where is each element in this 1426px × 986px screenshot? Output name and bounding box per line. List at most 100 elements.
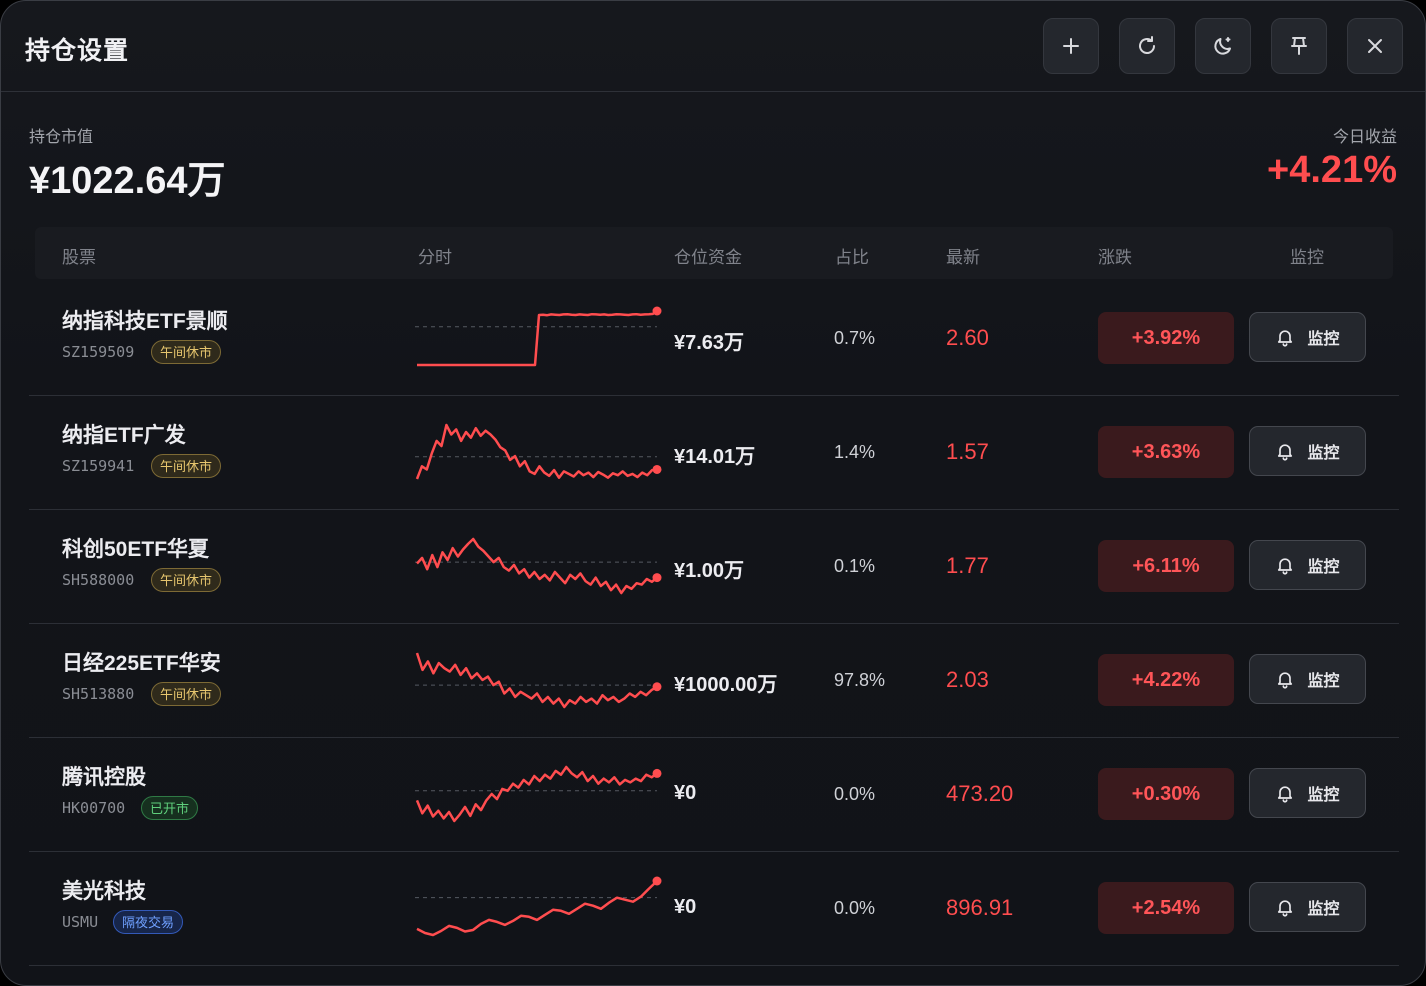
pin-icon <box>1291 37 1307 55</box>
position-ratio: 1.4% <box>834 442 876 462</box>
latest-price: 473.20 <box>946 781 1014 806</box>
monitor-label: 监控 <box>1307 331 1340 348</box>
stock-name: 纳指科技ETF景顺 <box>62 310 228 333</box>
change-percent: +4.22% <box>1098 654 1234 706</box>
sparkline-end-dot <box>652 573 662 583</box>
sparkline-line <box>416 880 658 937</box>
bell-icon <box>1278 672 1293 689</box>
latest-price: 896.91 <box>946 895 1014 920</box>
monitor-button[interactable]: 监控 <box>1249 768 1366 818</box>
stock-code: SZ159509 <box>62 343 135 361</box>
stock-name: 腾讯控股 <box>62 766 146 789</box>
intraday-sparkline <box>415 876 662 937</box>
monitor-label: 监控 <box>1307 445 1340 462</box>
change-percent: +2.54% <box>1098 882 1234 934</box>
table-row: 腾讯控股 HK00700 已开市 ¥0 0.0% 473.20 +0.30% 监控 <box>29 737 1399 852</box>
window-title: 持仓设置 <box>25 37 130 65</box>
change-percent: +3.63% <box>1098 426 1234 478</box>
intraday-sparkline <box>415 423 662 480</box>
close-icon <box>1368 39 1382 53</box>
table-row: 美光科技 USMU 隔夜交易 ¥0 0.0% 896.91 +2.54% 监控 <box>29 851 1399 966</box>
bell-icon <box>1278 444 1293 461</box>
stock-code: SZ159941 <box>62 457 135 475</box>
refresh-button[interactable] <box>1119 18 1175 74</box>
monitor-button[interactable]: 监控 <box>1249 882 1366 932</box>
position-capital: ¥14.01万 <box>674 446 756 468</box>
stock-name: 纳指ETF广发 <box>62 424 186 447</box>
monitor-label: 监控 <box>1307 559 1340 576</box>
position-ratio: 0.0% <box>834 898 876 918</box>
bell-icon <box>1278 900 1293 917</box>
today-pnl-value: +4.21% <box>1267 149 1397 191</box>
market-status-badge: 隔夜交易 <box>113 910 184 934</box>
add-button[interactable] <box>1043 18 1099 74</box>
position-ratio: 0.7% <box>834 328 876 348</box>
market-status-badge: 午间休市 <box>151 568 222 592</box>
header-latest: 最新 <box>946 248 980 267</box>
title-bar: 持仓设置 <box>1 1 1425 92</box>
bell-icon <box>1278 330 1293 347</box>
position-capital: ¥1000.00万 <box>674 674 778 696</box>
monitor-label: 监控 <box>1307 673 1340 690</box>
header-intraday: 分时 <box>418 248 452 267</box>
market-status-badge: 午间休市 <box>151 454 222 478</box>
monitor-button[interactable]: 监控 <box>1249 312 1366 362</box>
change-percent: +3.92% <box>1098 312 1234 364</box>
stock-name: 日经225ETF华安 <box>62 652 221 675</box>
monitor-button[interactable]: 监控 <box>1249 540 1366 590</box>
sparkline-end-dot <box>652 876 662 886</box>
position-ratio: 0.1% <box>834 556 876 576</box>
sparkline-end-dot <box>652 682 662 692</box>
intraday-sparkline <box>415 537 662 595</box>
latest-price: 2.60 <box>946 325 989 350</box>
sparkline-end-dot <box>652 306 662 316</box>
sparkline-line <box>417 309 658 367</box>
close-button[interactable] <box>1347 18 1403 74</box>
latest-price: 2.03 <box>946 667 989 692</box>
bell-icon <box>1278 786 1293 803</box>
monitor-button[interactable]: 监控 <box>1249 426 1366 476</box>
table-header: 股票 分时 仓位资金 占比 最新 涨跌 监控 <box>35 227 1393 279</box>
latest-price: 1.77 <box>946 553 989 578</box>
position-ratio: 0.0% <box>834 784 876 804</box>
sparkline-line <box>415 423 658 480</box>
header-change: 涨跌 <box>1098 248 1132 267</box>
header-monitor: 监控 <box>1290 248 1324 267</box>
table-row: 纳指ETF广发 SZ159941 午间休市 ¥14.01万 1.4% 1.57 +3.63%… <box>29 395 1399 510</box>
header-ratio: 占比 <box>835 248 869 267</box>
position-ratio: 97.8% <box>834 670 886 690</box>
sparkline-line <box>415 765 658 823</box>
monitor-label: 监控 <box>1307 901 1340 918</box>
table-row: 日经225ETF华安 SH513880 午间休市 ¥1000.00万 97.8% 2.03… <box>29 623 1399 738</box>
position-capital: ¥0 <box>674 896 697 918</box>
stock-name: 美光科技 <box>62 880 146 903</box>
sparkline-end-dot <box>652 768 662 778</box>
sparkline-end-dot <box>652 464 662 474</box>
theme-button[interactable] <box>1195 18 1251 74</box>
sparkline-line <box>416 537 658 595</box>
position-capital: ¥7.63万 <box>674 332 745 354</box>
change-percent: +0.30% <box>1098 768 1234 820</box>
market-value: ¥1022.64万 <box>29 160 226 202</box>
today-pnl-label: 今日收益 <box>1332 129 1397 146</box>
intraday-sparkline <box>415 765 662 823</box>
refresh-icon <box>1139 36 1155 54</box>
header-capital: 仓位资金 <box>674 248 742 267</box>
stock-code: USMU <box>62 913 99 931</box>
intraday-sparkline <box>415 306 662 367</box>
stock-code: HK00700 <box>62 799 126 817</box>
sparkline-line <box>415 652 658 709</box>
stock-code: SH588000 <box>62 571 135 589</box>
position-capital: ¥0 <box>674 782 697 804</box>
table-row: 纳指科技ETF景顺 SZ159509 午间休市 ¥7.63万 0.7% 2.60 +3.92… <box>29 281 1399 396</box>
stock-name: 科创50ETF华夏 <box>62 538 210 561</box>
pin-button[interactable] <box>1271 18 1327 74</box>
moon-icon <box>1214 37 1231 55</box>
header-stock: 股票 <box>62 248 96 267</box>
plus-icon <box>1063 38 1079 54</box>
monitor-button[interactable]: 监控 <box>1249 654 1366 704</box>
market-status-badge: 午间休市 <box>151 340 222 364</box>
intraday-sparkline <box>415 652 662 709</box>
market-status-badge: 已开市 <box>141 796 199 820</box>
